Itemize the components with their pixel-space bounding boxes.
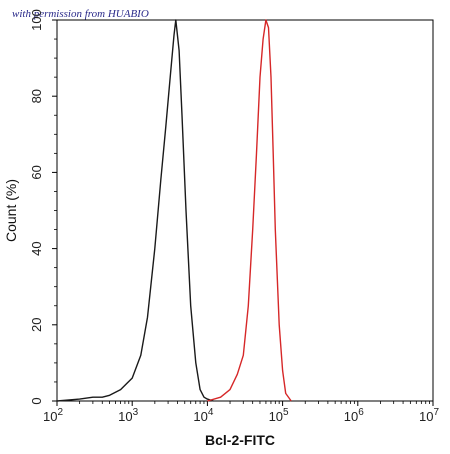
y-tick-label: 100 (29, 9, 44, 31)
x-tick-label: 103 (118, 407, 138, 424)
y-tick-label: 0 (29, 397, 44, 404)
y-tick-label: 20 (29, 318, 44, 332)
x-axis-label: Bcl-2-FITC (205, 432, 275, 448)
watermark-text: with permission from HUABIO (12, 8, 149, 20)
y-tick-label: 80 (29, 89, 44, 103)
x-tick-label: 105 (269, 407, 289, 424)
y-axis-ticks: 0 20 40 60 80 100 (29, 9, 57, 405)
stained-histogram-line (207, 19, 292, 402)
x-tick-label: 107 (419, 407, 439, 424)
x-tick-label: 102 (43, 407, 63, 424)
x-axis-ticks: 102 103 104 105 106 107 (43, 401, 439, 424)
y-tick-label: 60 (29, 165, 44, 179)
y-axis-label: Count (%) (3, 179, 19, 242)
x-tick-label: 104 (193, 407, 213, 424)
y-tick-label: 40 (29, 241, 44, 255)
control-histogram-line (56, 19, 214, 402)
x-tick-label: 106 (344, 407, 364, 424)
histogram-series (56, 19, 292, 402)
